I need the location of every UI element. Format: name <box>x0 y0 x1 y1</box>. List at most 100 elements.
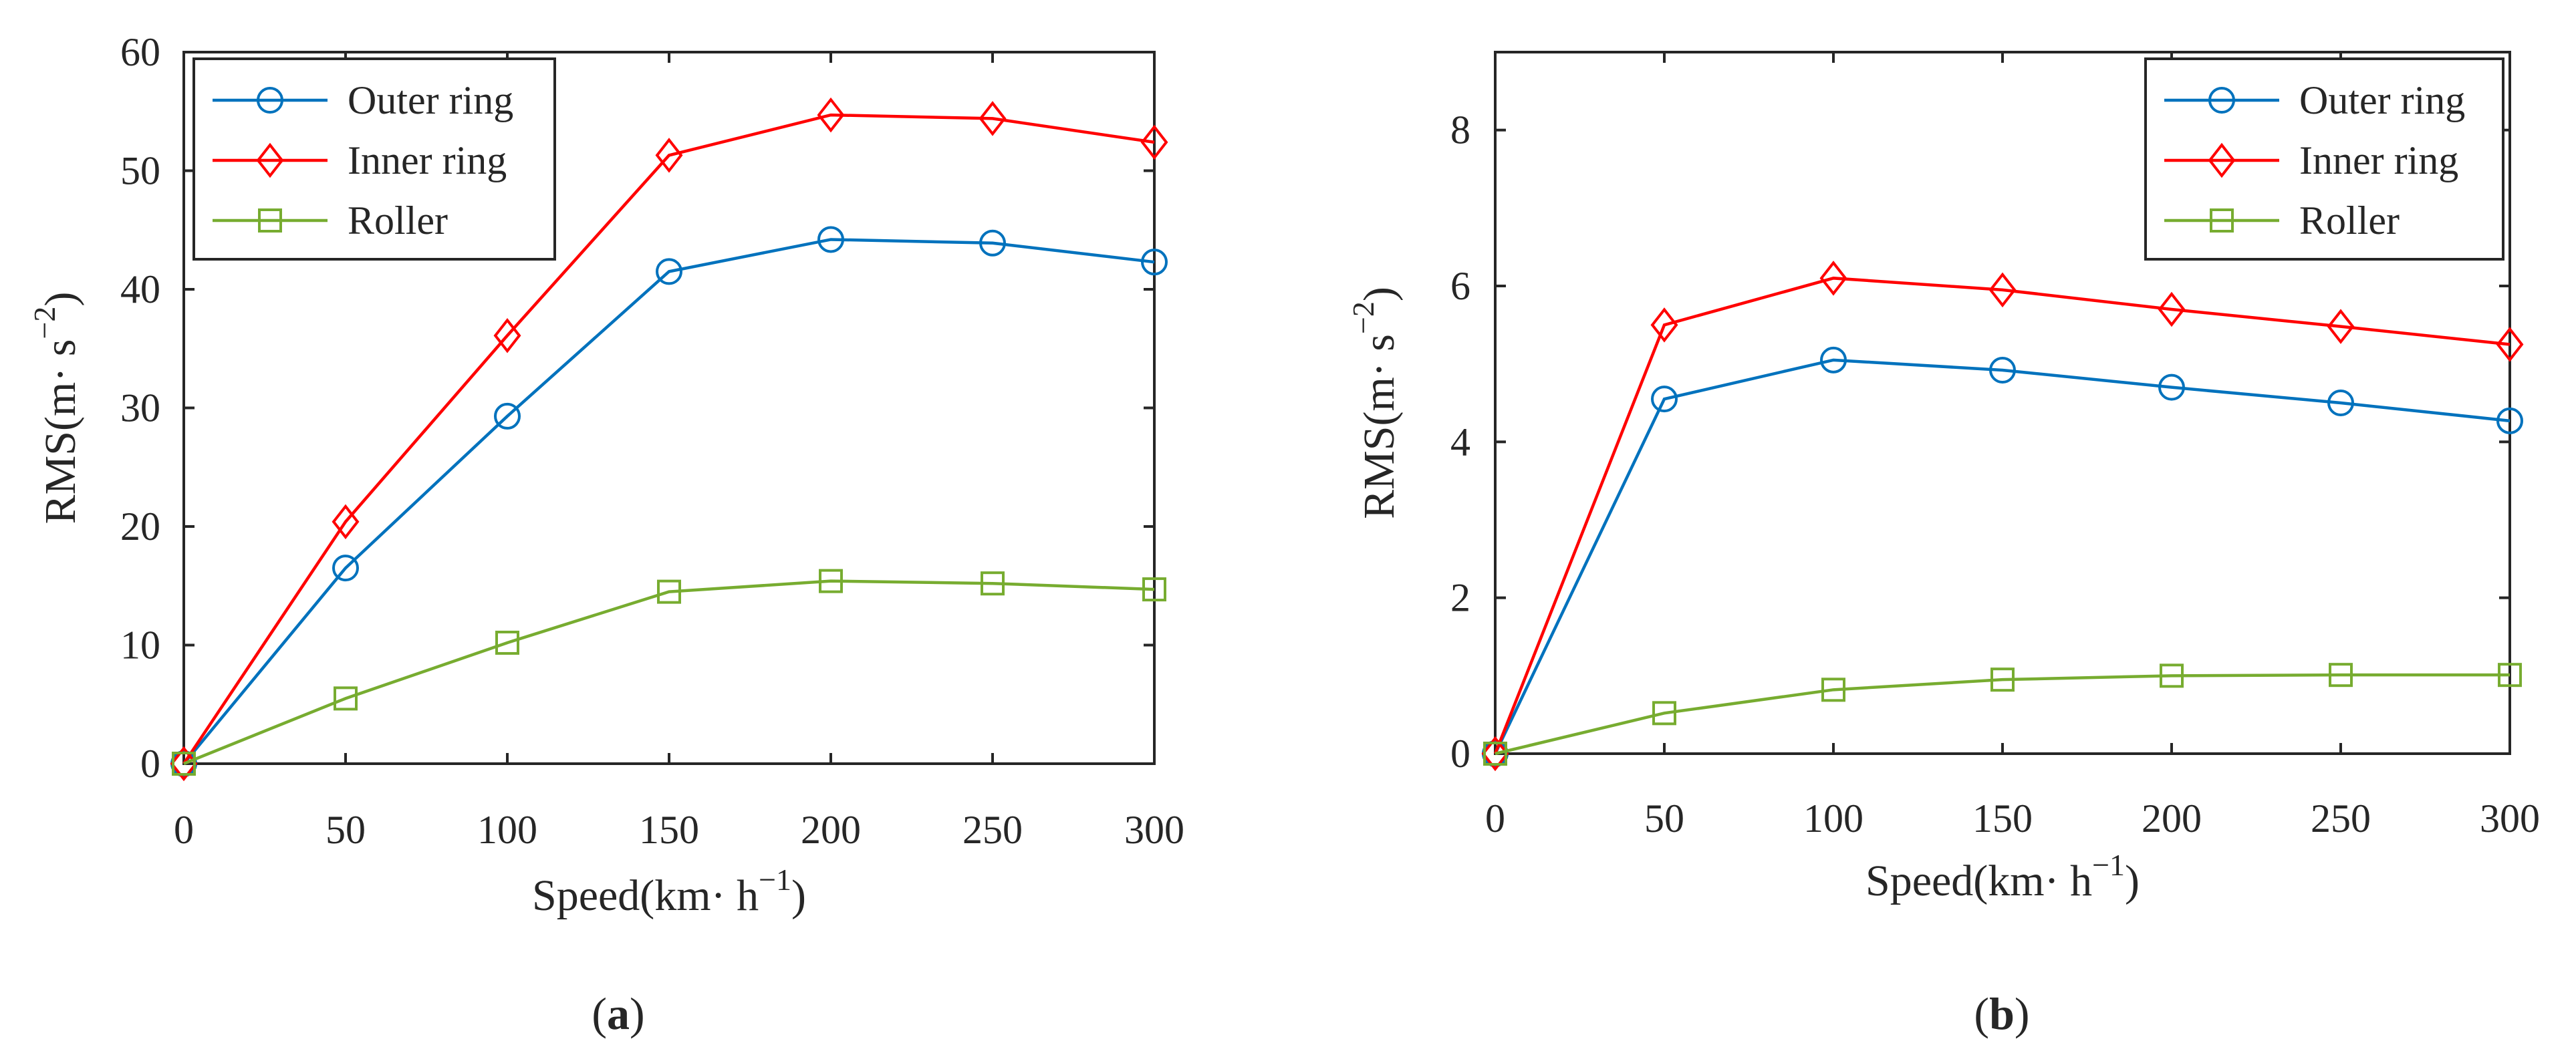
series-line <box>1493 277 2510 754</box>
data-point-circle <box>1141 249 1168 276</box>
x-axis-label-superscript: −1 <box>2092 848 2125 882</box>
y-tick-label: 8 <box>1450 108 1470 152</box>
data-point-diamond <box>1650 307 1678 343</box>
data-point-circle <box>979 229 1006 257</box>
panel-label-letter: b <box>1989 988 2015 1039</box>
data-point-circle <box>2496 407 2523 434</box>
legend-marker-square <box>2210 208 2234 233</box>
data-point-diamond <box>817 97 845 133</box>
series-inner-ring <box>170 97 1168 782</box>
y-axis-label: RMS(m· s−2) <box>1346 287 1404 519</box>
legend-marker-circle <box>2208 87 2235 114</box>
data-point-square <box>981 571 1005 596</box>
series-outer-ring <box>1482 346 2523 767</box>
legend-marker-diamond <box>2208 142 2236 178</box>
data-point-circle <box>1820 346 1847 373</box>
y-tick-label: 20 <box>120 504 160 549</box>
y-axis-label-main: RMS(m· s <box>36 339 85 524</box>
data-point-square <box>2329 663 2353 688</box>
data-point-diamond <box>655 138 683 173</box>
data-point-square <box>1990 667 2015 692</box>
data-point-circle <box>2158 373 2185 401</box>
y-axis-label: RMS(m· s−2) <box>27 292 85 524</box>
data-point-circle <box>656 258 682 285</box>
data-point-diamond <box>1819 261 1847 296</box>
x-tick-label: 200 <box>801 808 861 852</box>
series-outer-ring <box>170 226 1168 777</box>
panel-label-close: ) <box>2015 988 2030 1039</box>
y-tick-label: 40 <box>120 267 160 311</box>
y-tick-label: 4 <box>1450 420 1470 464</box>
panel-label-open: ( <box>592 988 607 1039</box>
x-axis-label-main: Speed(km· h <box>1865 857 2092 905</box>
x-tick-label: 50 <box>1644 796 1684 841</box>
data-point-square <box>334 686 358 711</box>
legend-marker-square <box>258 208 282 233</box>
x-axis-label-close: ) <box>2125 857 2140 905</box>
x-tick-label: 0 <box>1485 796 1505 841</box>
x-axis-label: Speed(km· h−1) <box>532 863 806 920</box>
legend-marker-diamond <box>256 142 284 178</box>
legend: Outer ring Inner ring Roller <box>192 57 556 261</box>
legend-label: Outer ring <box>2299 78 2465 122</box>
data-point-diamond <box>2158 291 2186 327</box>
legend-label: Inner ring <box>2299 138 2458 182</box>
series-line <box>1495 673 2510 756</box>
data-point-diamond <box>170 746 198 782</box>
data-point-square <box>819 569 843 593</box>
data-point-diamond <box>2327 309 2355 344</box>
x-axis-label-superscript: −1 <box>759 863 791 897</box>
x-axis-label-close: ) <box>791 871 806 920</box>
data-point-square <box>2498 663 2522 688</box>
series-inner-ring <box>1481 261 2524 772</box>
x-tick-label: 300 <box>1124 808 1184 852</box>
x-tick-label: 50 <box>326 808 366 852</box>
y-tick-label: 0 <box>140 742 160 786</box>
series-roller <box>172 569 1166 776</box>
y-axis-label-close: ) <box>1355 287 1404 301</box>
y-axis-label-main: RMS(m· s <box>1355 334 1404 519</box>
series-line <box>182 238 1155 765</box>
legend-label: Outer ring <box>348 78 513 122</box>
panel-label: (b) <box>1974 988 2029 1039</box>
chart-panel-a: 0 50 100 150 200 250 300 0 10 20 30 40 50 60 Speed(km·… <box>27 30 1184 1039</box>
data-point-circle <box>1989 357 2016 384</box>
x-tick-label: 300 <box>2480 796 2540 841</box>
y-tick-label: 2 <box>1450 576 1470 620</box>
data-point-diamond <box>493 317 521 353</box>
x-axis-label-main: Speed(km· h <box>532 871 759 920</box>
data-point-square <box>1142 577 1166 602</box>
data-point-square <box>172 752 196 776</box>
data-point-diamond <box>1481 736 1509 772</box>
x-tick-label: 250 <box>2311 796 2371 841</box>
data-point-circle <box>2327 390 2354 416</box>
series-roller <box>1483 663 2522 766</box>
x-tick-label: 250 <box>962 808 1023 852</box>
series-line <box>183 579 1155 766</box>
x-tick-label: 150 <box>639 808 699 852</box>
panel-label-close: ) <box>630 988 645 1039</box>
legend: Outer ring Inner ring Roller <box>2144 57 2504 261</box>
x-tick-label: 0 <box>174 808 194 852</box>
data-point-square <box>2160 663 2184 688</box>
data-point-square <box>1652 701 1676 726</box>
data-point-circle <box>494 402 521 430</box>
panel-label-letter: a <box>607 988 630 1039</box>
x-tick-label: 200 <box>2142 796 2202 841</box>
data-point-diamond <box>2496 327 2524 362</box>
y-tick-label: 60 <box>120 30 160 74</box>
legend-label: Inner ring <box>348 138 507 182</box>
data-point-diamond <box>979 101 1007 136</box>
x-tick-label: 100 <box>1803 796 1863 841</box>
series-line <box>182 113 1155 765</box>
legend-marker-circle <box>257 87 283 114</box>
y-axis-label-close: ) <box>36 292 85 307</box>
y-tick-label: 10 <box>120 623 160 667</box>
y-tick-label: 6 <box>1450 264 1470 308</box>
data-point-square <box>657 579 681 604</box>
y-tick-label: 0 <box>1450 732 1470 776</box>
data-point-square <box>1483 742 1507 766</box>
legend-label: Roller <box>2299 198 2400 243</box>
y-tick-label: 50 <box>120 149 160 193</box>
